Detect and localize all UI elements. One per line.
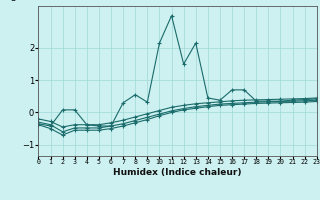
Text: 3: 3 bbox=[10, 0, 16, 3]
X-axis label: Humidex (Indice chaleur): Humidex (Indice chaleur) bbox=[113, 168, 242, 177]
